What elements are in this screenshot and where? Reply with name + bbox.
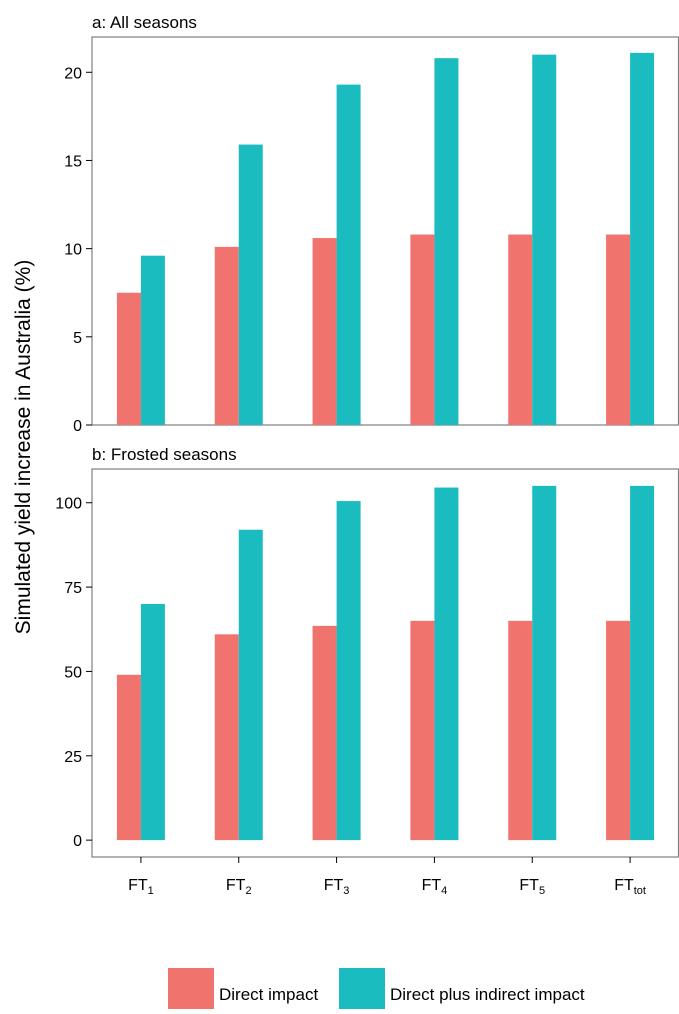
bar-direct-plus-indirect [140,603,165,841]
y-tick-label: 75 [64,580,82,597]
bar-direct [116,292,141,425]
x-tick-subscript: 2 [245,885,251,897]
bar-direct-plus-indirect [336,84,361,426]
bar-direct [508,620,533,841]
x-tick-label: FT1 [128,877,154,897]
legend: Direct impact Direct plus indirect impact [168,968,585,1012]
legend-swatch [168,968,214,1012]
y-tick-label: 50 [64,664,82,681]
x-tick-subscript: tot [634,885,646,897]
bar-direct [410,234,435,425]
y-tick-label: 25 [64,749,82,766]
legend-label: Direct plus indirect impact [390,985,585,1004]
panel-frame [91,468,679,858]
bar-direct [116,674,141,841]
y-axis-label: Simulated yield increase in Australia (%… [12,260,35,635]
x-tick-label: FTtot [614,877,646,897]
x-tick-label: FT4 [422,877,448,897]
bar-direct [606,620,631,841]
bar-direct-plus-indirect [238,529,263,841]
y-tick-label: 10 [64,242,82,259]
y-tick-label: 5 [73,330,82,347]
y-tick-label: 0 [73,833,82,850]
bar-direct [312,625,337,841]
bar-direct-plus-indirect [630,52,655,425]
x-tick-label: FT5 [519,877,545,897]
panel-frame [91,36,679,426]
y-tick-label: 0 [73,418,82,435]
bar-direct-plus-indirect [434,487,459,841]
bar-direct-plus-indirect [434,58,459,425]
bar-direct [508,234,533,425]
x-tick-subscript: 3 [343,885,349,897]
panel-title: b: Frosted seasons [92,445,237,464]
bar-direct [214,246,239,425]
x-tick-subscript: 1 [148,885,154,897]
x-tick-label: FT3 [324,877,350,897]
bar-direct-plus-indirect [140,255,165,425]
panel-a: a: All seasons 0 5 10 15 20 [64,13,679,435]
legend-label: Direct impact [219,985,318,1004]
bar-direct-plus-indirect [630,485,655,841]
bar-direct [606,234,631,425]
legend-swatch [339,968,385,1012]
x-tick-subscript: 4 [441,885,447,897]
bar-direct-plus-indirect [532,485,557,841]
panel-title: a: All seasons [92,13,197,32]
y-tick-label: 100 [55,496,82,513]
bar-direct [214,634,239,841]
x-tick-label: FT2 [226,877,252,897]
bar-direct-plus-indirect [532,54,557,426]
bar-direct-plus-indirect [238,144,263,425]
y-tick-label: 20 [64,65,82,82]
bar-direct [312,238,337,425]
x-tick-subscript: 5 [539,885,545,897]
y-tick-label: 15 [64,153,82,170]
bar-direct-plus-indirect [336,501,361,841]
bar-direct [410,620,435,841]
